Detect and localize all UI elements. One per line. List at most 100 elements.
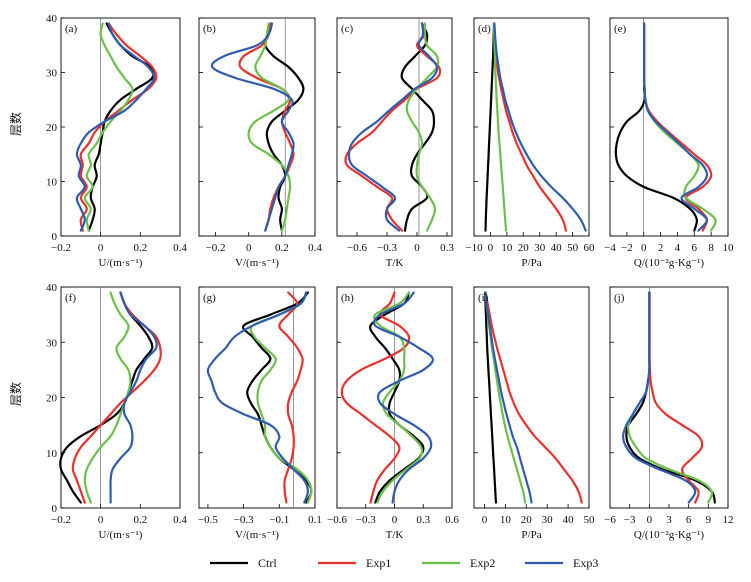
x-tick-label: −0.2	[206, 242, 226, 254]
x-tick-label: −0.6	[347, 242, 367, 254]
panel-frame	[60, 286, 181, 509]
panel-d: −10 0 10 20 30 40 50 60 (d) P/Pa	[465, 17, 596, 269]
x-tick-label: 9	[706, 514, 712, 526]
series-exp2-line	[492, 22, 508, 232]
series-ctrl-line	[400, 22, 436, 232]
x-tick-label: 10	[723, 242, 735, 254]
panel-b: −0.2 0 0.2 0.4 (b) V/(m·s⁻¹)	[198, 17, 322, 269]
x-tick-label: −0.2	[51, 514, 71, 526]
ylabel-top: 层数	[8, 112, 23, 136]
x-tick-label: 0	[98, 242, 104, 254]
x-tick-label: 4	[675, 242, 681, 254]
y-tick-label: 20	[46, 122, 58, 134]
x-tick-label: 0.1	[308, 514, 322, 526]
x-tick-label: −0.3	[356, 514, 376, 526]
series-exp2-line	[249, 291, 313, 504]
x-tick-label: −6	[604, 514, 616, 526]
panel-tag: (d)	[478, 23, 491, 35]
series-exp1-line	[344, 22, 442, 232]
panel-frame	[473, 17, 590, 237]
x-tick-label: −0.5	[198, 514, 218, 526]
series-ctrl-line	[484, 291, 498, 504]
panel-frame	[336, 17, 453, 237]
x-tick-label: 20	[518, 242, 530, 254]
panel-j: −6 −3 0 3 6 9 12 (j) Q/(10⁻²g·Kg⁻¹)	[604, 286, 734, 541]
x-axis-label: Q/(10⁻²g·Kg⁻¹)	[634, 529, 704, 541]
x-axis-label: T/K	[386, 529, 404, 541]
x-tick-label: 0.2	[133, 514, 147, 526]
x-axis-label: P/Pa	[521, 257, 541, 269]
series-exp3-line	[622, 291, 697, 504]
x-tick-label: −0.2	[51, 242, 71, 254]
x-tick-label: 60	[584, 242, 596, 254]
x-tick-label: 0	[482, 514, 488, 526]
series-exp3-line	[642, 22, 709, 232]
x-tick-label: 0.3	[416, 514, 430, 526]
panel-tag: (f)	[65, 292, 76, 304]
y-tick-label: 0	[52, 231, 58, 243]
legend-label-ctrl: Ctrl	[258, 556, 277, 570]
legend-label-exp2: Exp2	[470, 556, 495, 570]
series-exp3-line	[484, 291, 533, 504]
x-tick-label: −4	[604, 242, 616, 254]
x-tick-label: 0	[98, 514, 104, 526]
x-tick-label: −0.1	[269, 514, 289, 526]
x-tick-label: −10	[465, 242, 483, 254]
series-exp3-line	[206, 291, 309, 504]
y-tick-label: 40	[46, 282, 58, 294]
panel-tag: (e)	[614, 23, 627, 35]
series-exp3-line	[210, 22, 295, 232]
ylabel-bottom: 层数	[8, 382, 23, 406]
series-exp3-line	[372, 291, 434, 504]
x-tick-label: 0.6	[445, 514, 459, 526]
x-tick-label: 10	[501, 242, 513, 254]
y-tick-label: 20	[46, 393, 58, 405]
x-tick-label: 0	[414, 242, 420, 254]
x-tick-label: 50	[584, 514, 596, 526]
x-tick-label: 40	[551, 242, 563, 254]
series-exp1-line	[484, 291, 583, 504]
series-ctrl-line	[264, 22, 305, 232]
x-tick-label: 12	[723, 514, 734, 526]
x-tick-label: 0.4	[173, 514, 187, 526]
x-tick-label: 8	[708, 242, 714, 254]
series-exp3-line	[109, 291, 158, 504]
x-tick-label: 0.2	[275, 242, 289, 254]
x-tick-label: −0.6	[327, 514, 347, 526]
x-axis-label: U/(m·s⁻¹)	[99, 529, 143, 541]
series-ctrl-line	[484, 22, 496, 232]
x-tick-label: 6	[686, 514, 692, 526]
x-tick-label: 3	[666, 514, 672, 526]
panel-tag: (i)	[478, 292, 489, 304]
x-tick-label: −2	[621, 242, 633, 254]
y-tick-label: 10	[46, 177, 58, 189]
panel-tag: (j)	[614, 292, 625, 304]
x-tick-label: −0.3	[377, 242, 397, 254]
series-exp2-line	[247, 22, 292, 232]
series-exp1-line	[238, 22, 295, 232]
series-ctrl-line	[614, 22, 699, 232]
y-tick-label: 10	[46, 448, 58, 460]
series-exp2-line	[405, 22, 440, 232]
x-axis-label: V/(m·s⁻¹)	[235, 257, 279, 269]
x-tick-label: −3	[624, 514, 636, 526]
series-exp2-line	[642, 22, 717, 232]
series-exp3-line	[75, 22, 156, 232]
series-ctrl-line	[369, 291, 425, 504]
panel-frame	[609, 17, 729, 237]
x-axis-label: T/K	[386, 257, 404, 269]
legend-label-exp1: Exp1	[366, 556, 391, 570]
x-tick-label: 30	[534, 242, 546, 254]
panel-e: −4 −2 0 2 4 6 8 10 (e) Q/(10⁻²g·Kg⁻¹)	[604, 17, 735, 269]
panel-tag: (a)	[65, 23, 78, 35]
y-tick-label: 40	[46, 13, 58, 25]
series-exp3-line	[347, 22, 439, 232]
legend: Ctrl Exp1 Exp2 Exp3	[210, 556, 598, 570]
x-axis-label: U/(m·s⁻¹)	[99, 257, 143, 269]
x-tick-label: 40	[563, 514, 575, 526]
x-tick-label: 0.2	[133, 242, 147, 254]
x-tick-label: 0	[392, 514, 398, 526]
series-exp2-line	[373, 291, 424, 504]
